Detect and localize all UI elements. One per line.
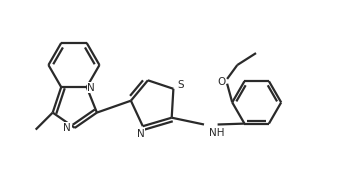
Text: N: N (137, 129, 145, 139)
Text: N: N (64, 123, 71, 133)
Text: N: N (87, 83, 95, 93)
Text: O: O (217, 77, 225, 87)
Text: S: S (177, 80, 184, 90)
Text: NH: NH (209, 128, 225, 138)
